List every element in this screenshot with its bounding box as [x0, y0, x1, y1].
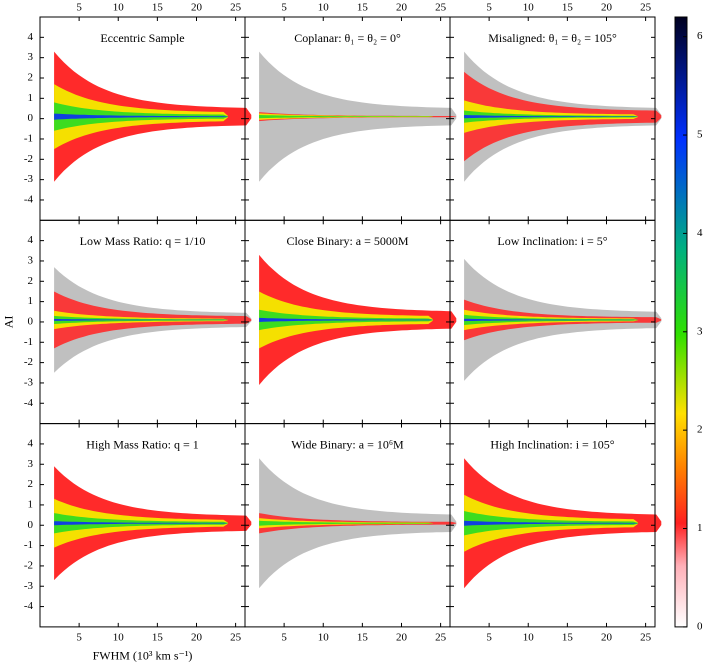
x-tick-label: 10 — [318, 631, 330, 643]
panel: 5 10 15 20 25 -4 -3 -2 -1 0 1 2 3 4 Eccentric Sample — [24, 2, 252, 221]
x-tick-label: 5 — [486, 2, 492, 14]
x-tick-label: 25 — [435, 2, 447, 14]
panel: -4 -3 -2 -1 0 1 2 3 4 Low Mass Ratio: q = 1/10 AI — [2, 219, 252, 425]
y-tick-label: 0 — [28, 315, 34, 327]
x-tick-label: 5 — [281, 2, 287, 14]
y-tick-label: 2 — [28, 72, 34, 84]
y-tick-label: -4 — [24, 600, 34, 612]
x-tick-label: 10 — [113, 2, 125, 14]
panel-title: Wide Binary: a = 10⁶M — [291, 437, 404, 451]
y-axis-label: AI — [2, 316, 16, 329]
x-axis-label: FWHM (10³ km s⁻¹) — [93, 649, 193, 663]
y-tick-label: -1 — [24, 133, 33, 145]
panel: 5 10 15 20 25 -4 -3 -2 -1 0 1 2 3 4 High Mass Ratio: q… — [24, 423, 252, 663]
y-tick-label: 1 — [28, 92, 34, 104]
density-region — [259, 115, 433, 119]
x-tick-label: 20 — [601, 2, 613, 14]
y-tick-label: -2 — [24, 153, 33, 165]
panel: 5 10 15 20 25 Misaligned: θ₁ = θ₂ = 105° — [449, 2, 662, 221]
y-tick-label: -3 — [24, 376, 34, 388]
x-tick-label: 15 — [562, 2, 574, 14]
y-tick-label: 3 — [28, 458, 34, 470]
panel-title: Misaligned: θ₁ = θ₂ = 105° — [488, 31, 617, 45]
y-tick-label: 3 — [28, 51, 34, 63]
density-region — [54, 113, 228, 120]
x-tick-label: 25 — [640, 631, 652, 643]
panel-title: High Inclination: i = 105° — [490, 437, 614, 451]
panel-title: Coplanar: θ₁ = θ₂ = 0° — [294, 31, 401, 45]
colorbar-tick-label: 2 — [697, 424, 703, 436]
x-tick-label: 25 — [640, 2, 652, 14]
density-region — [54, 521, 228, 526]
y-tick-label: -1 — [24, 336, 33, 348]
y-tick-label: 1 — [28, 498, 34, 510]
x-tick-label: 15 — [152, 2, 164, 14]
x-tick-label: 10 — [113, 631, 125, 643]
y-tick-label: 2 — [28, 275, 34, 287]
y-tick-label: -2 — [24, 559, 33, 571]
colorbar — [674, 16, 688, 628]
x-tick-label: 15 — [152, 631, 164, 643]
density-region — [464, 520, 638, 526]
colorbar-tick-label: 4 — [697, 227, 703, 239]
y-tick-label: 2 — [28, 478, 34, 490]
x-tick-label: 5 — [76, 2, 82, 14]
colorbar-tick-label: 3 — [697, 325, 703, 337]
x-tick-label: 25 — [230, 631, 242, 643]
panel: Close Binary: a = 5000M — [244, 219, 457, 425]
y-tick-label: 3 — [28, 254, 34, 266]
panel: 5 10 15 20 25 Coplanar: θ₁ = θ₂ = 0° — [244, 2, 457, 221]
x-tick-label: 10 — [523, 631, 535, 643]
colorbar-tick-label: 1 — [697, 522, 703, 534]
y-tick-label: -2 — [24, 356, 33, 368]
colorbar-tick-label: 0 — [697, 620, 703, 632]
y-tick-label: -1 — [24, 539, 33, 551]
density-region — [259, 520, 433, 526]
x-tick-label: 10 — [523, 2, 535, 14]
y-tick-label: -4 — [24, 397, 34, 409]
y-tick-label: 0 — [28, 519, 34, 531]
x-tick-label: 25 — [230, 2, 242, 14]
panel-title: Close Binary: a = 5000M — [286, 234, 408, 248]
x-tick-label: 20 — [396, 631, 408, 643]
density-region — [259, 317, 433, 322]
y-tick-label: -3 — [24, 173, 34, 185]
x-tick-label: 15 — [357, 2, 369, 14]
panel: Low Inclination: i = 5° — [449, 219, 662, 425]
x-tick-label: 20 — [601, 631, 613, 643]
y-tick-label: -3 — [24, 580, 34, 592]
y-tick-label: 0 — [28, 112, 34, 124]
y-tick-label: 4 — [28, 31, 34, 43]
x-tick-label: 15 — [357, 631, 369, 643]
colorbar-tick-label: 5 — [697, 129, 703, 141]
x-tick-label: 25 — [435, 631, 447, 643]
panel: 5 10 15 20 25 High Inclination: i = 105° — [449, 423, 662, 643]
x-tick-label: 10 — [318, 2, 330, 14]
density-region — [464, 115, 638, 119]
panel-title: Low Mass Ratio: q = 1/10 — [80, 234, 206, 248]
x-tick-label: 5 — [281, 631, 287, 643]
panel-title: Low Inclination: i = 5° — [497, 234, 607, 248]
density-region — [464, 318, 638, 322]
x-tick-label: 20 — [396, 2, 408, 14]
x-tick-label: 20 — [191, 631, 203, 643]
y-tick-label: -4 — [24, 194, 34, 206]
y-tick-label: 4 — [28, 437, 34, 449]
panel: 5 10 15 20 25 Wide Binary: a = 10⁶M — [244, 423, 457, 643]
y-tick-label: 1 — [28, 295, 34, 307]
y-tick-label: 4 — [28, 234, 34, 246]
colorbar-tick-label: 6 — [697, 30, 703, 42]
x-tick-label: 20 — [191, 2, 203, 14]
x-tick-label: 5 — [76, 631, 82, 643]
panel-title: High Mass Ratio: q = 1 — [86, 437, 198, 451]
x-tick-label: 5 — [486, 631, 492, 643]
x-tick-label: 15 — [562, 631, 574, 643]
panel-title: Eccentric Sample — [100, 31, 184, 45]
density-region — [54, 318, 228, 321]
